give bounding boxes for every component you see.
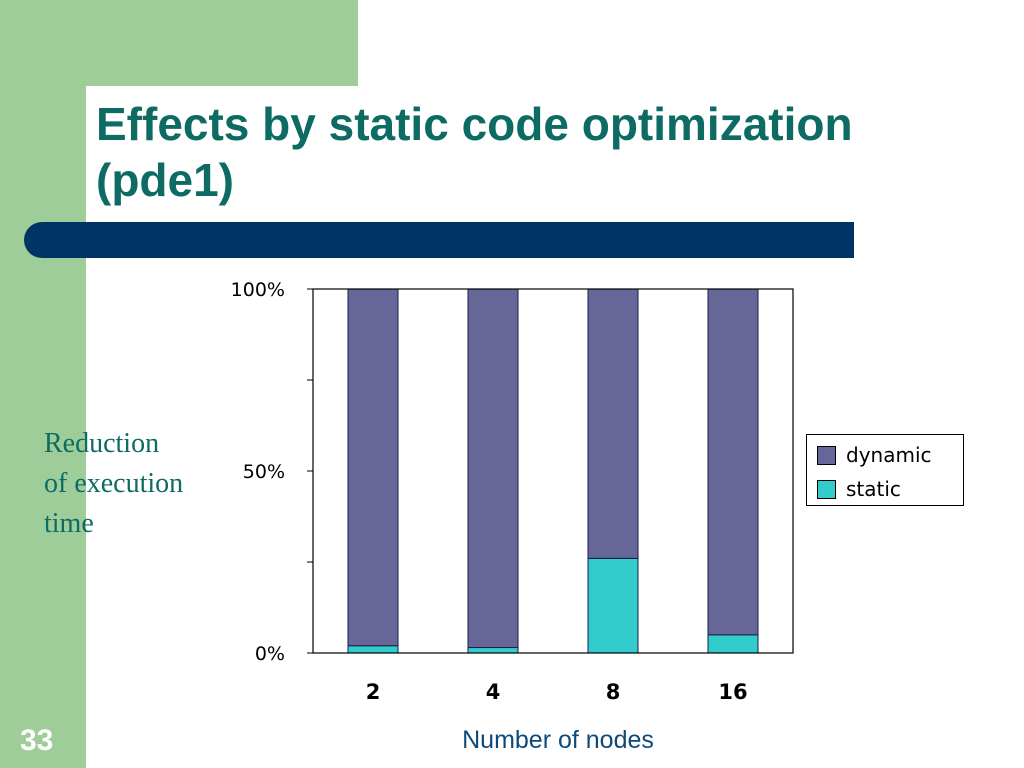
chart-legend: dynamic static <box>806 434 964 506</box>
bar-dynamic-8 <box>587 288 639 559</box>
legend-swatch-dynamic <box>817 445 836 465</box>
legend-label-dynamic: dynamic <box>846 443 932 467</box>
x-tick-label: 8 <box>606 680 621 704</box>
legend-swatch-static <box>817 479 836 499</box>
title-underline-bar <box>24 222 854 258</box>
slide-title: Effects by static code optimization (pde… <box>96 98 853 206</box>
legend-item-static: static <box>817 477 901 501</box>
y-tick-label: 100% <box>231 279 285 301</box>
x-tick-label: 4 <box>486 680 501 704</box>
legend-label-static: static <box>846 477 901 501</box>
bar-dynamic-4 <box>467 288 519 649</box>
bar-static-2 <box>347 645 399 654</box>
content-corner <box>86 86 166 166</box>
green-side-band <box>0 0 86 768</box>
bar-dynamic-2 <box>347 288 399 647</box>
bar-static-4 <box>467 647 519 654</box>
bar-static-16 <box>707 634 759 654</box>
x-tick-label: 16 <box>718 680 747 704</box>
x-axis-caption: Number of nodes <box>462 726 654 754</box>
bar-dynamic-16 <box>707 288 759 636</box>
axes-group <box>307 288 794 654</box>
bars-group <box>347 288 759 654</box>
y-axis-caption: Reduction of execution time <box>44 428 184 539</box>
y-tick-label: 0% <box>255 643 285 665</box>
legend-item-dynamic: dynamic <box>817 443 932 467</box>
labels-group: 0% 50% 100% 2 4 8 16 <box>231 279 748 704</box>
y-tick-label: 50% <box>243 461 285 483</box>
bar-static-8 <box>587 557 639 654</box>
green-top-band <box>0 0 358 86</box>
x-tick-label: 2 <box>366 680 381 704</box>
slide-number: 33 <box>20 724 54 757</box>
